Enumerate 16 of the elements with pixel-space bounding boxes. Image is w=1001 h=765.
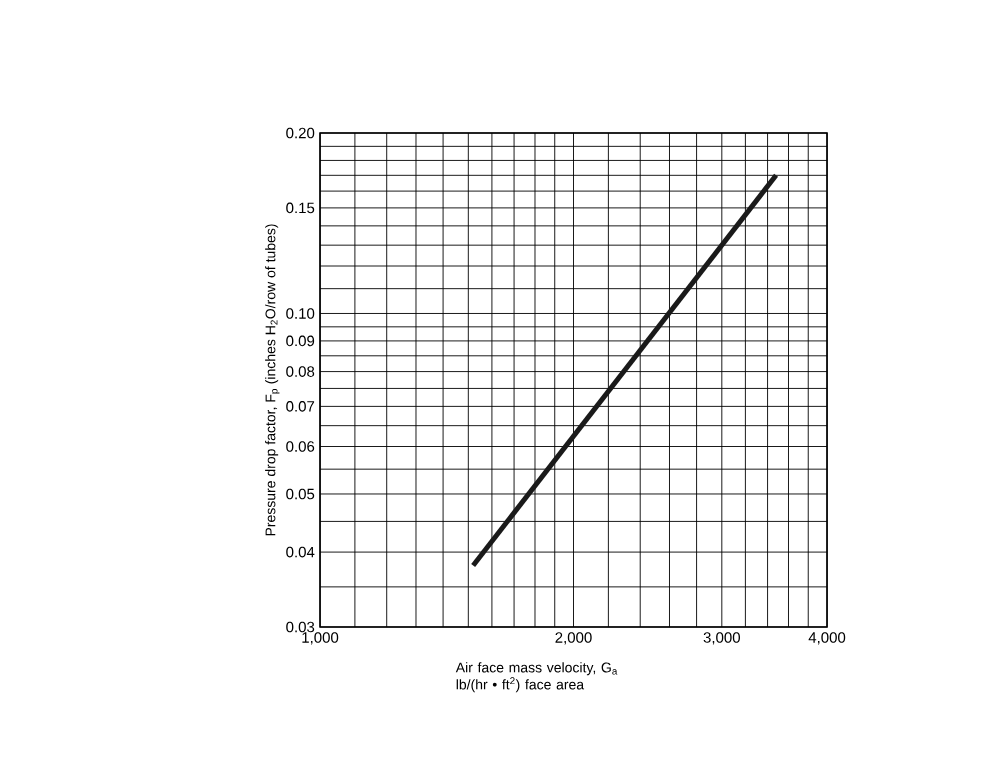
y-tick-label: 0.15 (286, 202, 315, 214)
y-tick-label: 0.03 (286, 621, 315, 633)
y-tick-label: 0.04 (286, 546, 315, 558)
x-tick-label: 2,000 (555, 632, 592, 645)
x-tick-label: 4,000 (808, 632, 846, 645)
y-tick-label: 0.09 (286, 335, 315, 347)
y-axis-title: Pressure drop factor, F$_{p}$ (inches H$_{2}$O/row of tubes) (265, 224, 280, 536)
y-tick-label: 0.10 (286, 308, 315, 319)
y-tick-label: 0.06 (286, 441, 315, 452)
x-tick-label: 1,000 (302, 632, 339, 645)
text: Air face mass velocity, G$_{a}$ lb/(hr • ft$^{2}$) face area (455, 662, 618, 693)
y-tick-label: 0.08 (286, 366, 315, 377)
y-tick-label: 0.07 (286, 401, 315, 412)
y-tick-label: 0.05 (286, 488, 315, 500)
y-tick-label: 0.20 (286, 127, 315, 139)
x-tick-label: 3,000 (703, 632, 740, 645)
